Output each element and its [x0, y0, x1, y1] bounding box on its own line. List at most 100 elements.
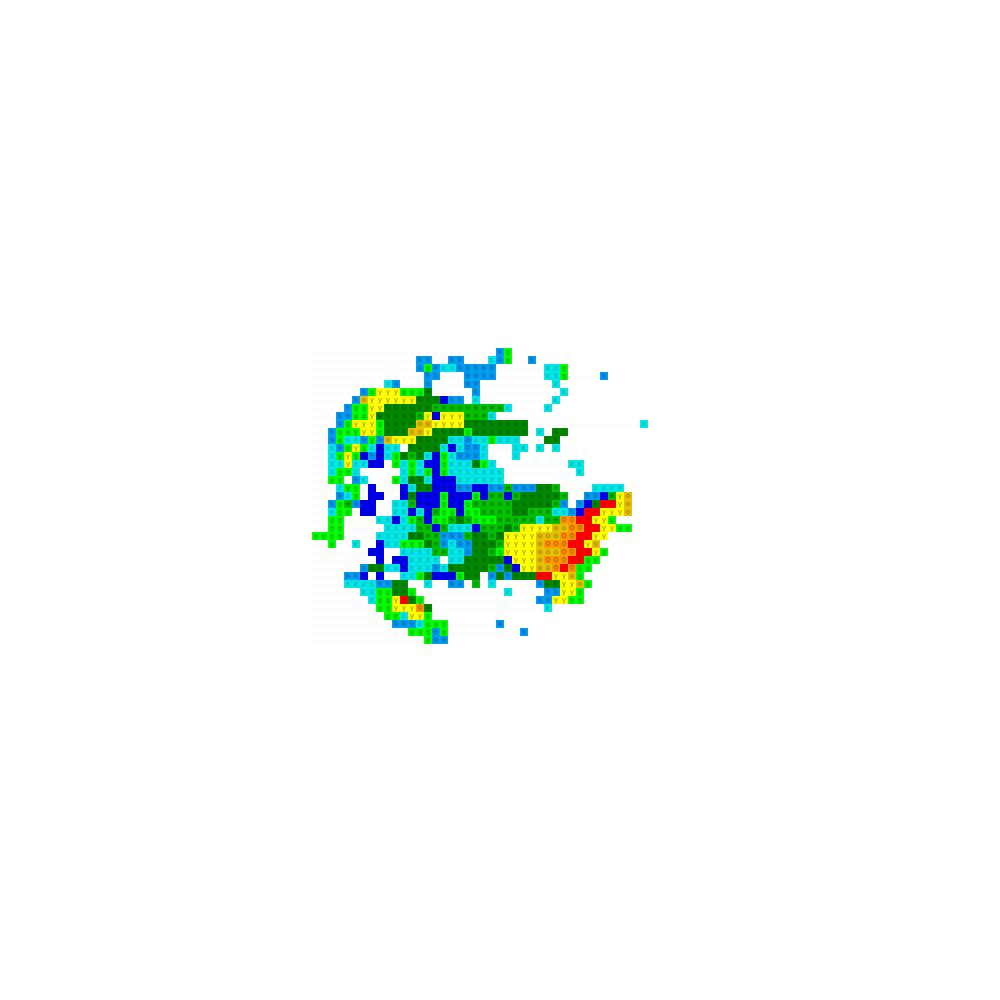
- radar-cell: g: [408, 588, 416, 596]
- radar-cell-empty: .: [545, 388, 551, 396]
- radar-cell-empty: .: [321, 388, 327, 396]
- radar-cell: O: [568, 532, 576, 540]
- radar-cell: b: [432, 372, 440, 380]
- radar-cell-empty: .: [377, 524, 383, 532]
- radar-cell-empty: .: [513, 356, 519, 364]
- radar-cell: y: [616, 500, 624, 508]
- radar-cell-empty: .: [441, 380, 447, 388]
- radar-cell: b: [360, 388, 368, 396]
- radar-cell: c: [616, 484, 624, 492]
- radar-cell: y: [592, 548, 600, 556]
- radar-cell-empty: .: [377, 476, 383, 484]
- radar-cell-empty: .: [537, 588, 543, 596]
- radar-cell-empty: .: [465, 580, 471, 588]
- radar-cell: B: [392, 516, 400, 524]
- radar-cell: m: [464, 404, 472, 412]
- radar-cell-empty: .: [313, 396, 319, 404]
- radar-cell-empty: .: [425, 348, 431, 356]
- radar-cell: c: [600, 484, 608, 492]
- radar-cell: g: [408, 628, 416, 636]
- radar-cell: c: [424, 580, 432, 588]
- radar-cell-empty: .: [537, 388, 543, 396]
- radar-cell-empty: .: [369, 636, 375, 644]
- radar-cell: y: [520, 556, 528, 564]
- radar-cell-empty: .: [313, 372, 319, 380]
- radar-cell: y: [512, 556, 520, 564]
- radar-cell-empty: .: [409, 380, 415, 388]
- radar-cell: b: [456, 532, 464, 540]
- radar-cell-empty: .: [345, 628, 351, 636]
- radar-cell-empty: .: [385, 460, 391, 468]
- radar-cell: c: [552, 444, 560, 452]
- radar-cell: m: [544, 508, 552, 516]
- radar-cell-empty: .: [345, 356, 351, 364]
- radar-cell-empty: .: [361, 612, 367, 620]
- radar-cell-empty: .: [529, 580, 535, 588]
- radar-cell-empty: .: [537, 460, 543, 468]
- radar-cell-empty: .: [321, 636, 327, 644]
- radar-cell: g: [568, 596, 576, 604]
- radar-cell: y: [528, 532, 536, 540]
- radar-cell-empty: .: [353, 356, 359, 364]
- radar-cell: G: [512, 572, 520, 580]
- radar-cell: y: [560, 588, 568, 596]
- radar-cell: G: [416, 436, 424, 444]
- radar-cell: G: [488, 420, 496, 428]
- radar-cell: y: [536, 524, 544, 532]
- radar-cell: G: [464, 572, 472, 580]
- radar-cell: m: [472, 412, 480, 420]
- radar-cell-empty: .: [529, 468, 535, 476]
- radar-cell: g: [504, 356, 512, 364]
- radar-cell-empty: .: [329, 620, 335, 628]
- radar-cell: B: [400, 484, 408, 492]
- radar-cell: y: [368, 428, 376, 436]
- radar-cell: y: [424, 412, 432, 420]
- radar-cell: r: [584, 516, 592, 524]
- radar-cell: c: [400, 476, 408, 484]
- radar-cell: r: [576, 548, 584, 556]
- radar-cell-empty: .: [329, 612, 335, 620]
- radar-cell: O: [552, 564, 560, 572]
- radar-cell-empty: .: [345, 524, 351, 532]
- radar-cell-empty: .: [545, 444, 551, 452]
- radar-cell: m: [416, 412, 424, 420]
- radar-cell: G: [544, 492, 552, 500]
- radar-cell-empty: .: [377, 620, 383, 628]
- radar-cell: y: [552, 572, 560, 580]
- radar-cell-empty: .: [393, 484, 399, 492]
- radar-cell-empty: .: [329, 628, 335, 636]
- radar-cell-empty: .: [329, 396, 335, 404]
- radar-cell: g: [416, 388, 424, 396]
- radar-cell-empty: .: [337, 628, 343, 636]
- radar-cell: g: [416, 628, 424, 636]
- radar-cell: g: [424, 628, 432, 636]
- radar-cell: m: [496, 404, 504, 412]
- radar-cell-empty: .: [369, 524, 375, 532]
- radar-cell: y: [512, 532, 520, 540]
- radar-cell: g: [352, 404, 360, 412]
- radar-cell: G: [536, 492, 544, 500]
- radar-cell: y: [544, 524, 552, 532]
- radar-cell-empty: .: [321, 428, 327, 436]
- radar-cell-empty: .: [353, 564, 359, 572]
- radar-cell: m: [496, 516, 504, 524]
- radar-cell: G: [528, 500, 536, 508]
- radar-cell-empty: .: [337, 556, 343, 564]
- radar-cell: G: [416, 476, 424, 484]
- radar-cell-empty: .: [321, 484, 327, 492]
- radar-cell-empty: .: [441, 372, 447, 380]
- radar-cell: G: [456, 564, 464, 572]
- radar-cell: c: [440, 564, 448, 572]
- radar-cell: y: [424, 428, 432, 436]
- radar-cell: g: [408, 468, 416, 476]
- radar-cell: G: [552, 428, 560, 436]
- radar-cell-empty: .: [345, 596, 351, 604]
- radar-cell: m: [488, 404, 496, 412]
- radar-cell: m: [504, 508, 512, 516]
- radar-cell-empty: .: [505, 580, 511, 588]
- radar-cell: O: [544, 556, 552, 564]
- radar-cell: G: [512, 428, 520, 436]
- radar-cell-empty: .: [497, 444, 503, 452]
- radar-cell: m: [472, 580, 480, 588]
- radar-cell-empty: .: [313, 356, 319, 364]
